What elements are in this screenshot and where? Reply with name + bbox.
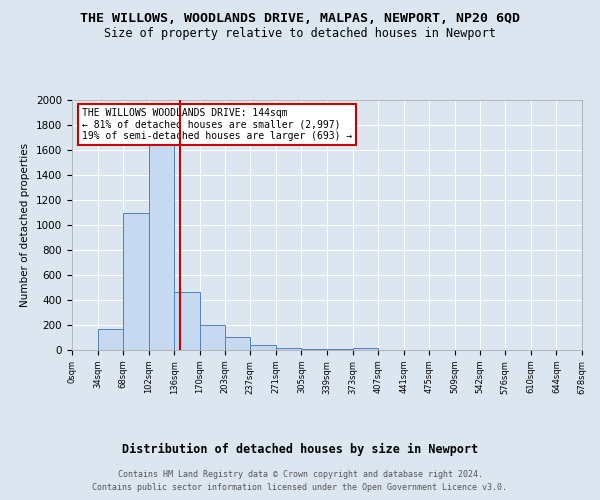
Text: Size of property relative to detached houses in Newport: Size of property relative to detached ho…: [104, 28, 496, 40]
Text: Distribution of detached houses by size in Newport: Distribution of detached houses by size …: [122, 442, 478, 456]
Bar: [98, 329, 123, 350]
Bar: [123, 213, 149, 350]
Bar: [200, 325, 224, 350]
Text: THE WILLOWS WOODLANDS DRIVE: 144sqm
← 81% of detached houses are smaller (2,997): THE WILLOWS WOODLANDS DRIVE: 144sqm ← 81…: [82, 108, 352, 140]
Bar: [301, 349, 327, 350]
Text: Contains HM Land Registry data © Crown copyright and database right 2024.: Contains HM Land Registry data © Crown c…: [118, 470, 482, 479]
Bar: [353, 348, 378, 350]
Bar: [327, 349, 353, 350]
Bar: [224, 337, 250, 350]
Text: THE WILLOWS, WOODLANDS DRIVE, MALPAS, NEWPORT, NP20 6QD: THE WILLOWS, WOODLANDS DRIVE, MALPAS, NE…: [80, 12, 520, 26]
Y-axis label: Number of detached properties: Number of detached properties: [20, 143, 31, 307]
Bar: [175, 292, 200, 350]
Bar: [276, 348, 301, 350]
Bar: [149, 145, 175, 350]
Bar: [250, 345, 276, 350]
Text: Contains public sector information licensed under the Open Government Licence v3: Contains public sector information licen…: [92, 482, 508, 492]
